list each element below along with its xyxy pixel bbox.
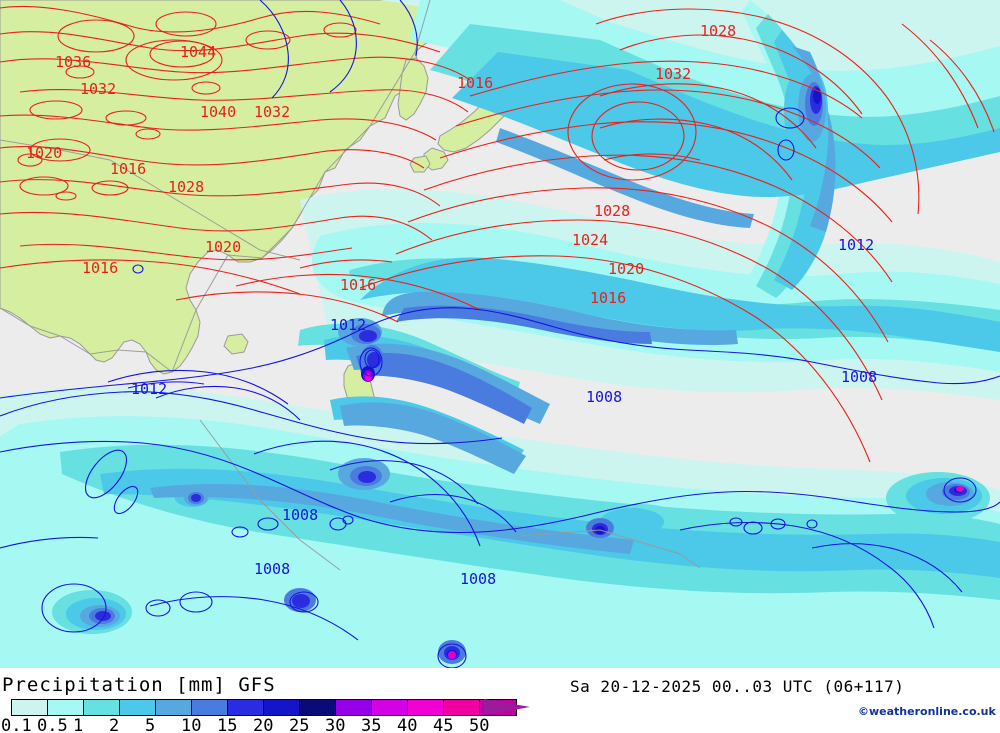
legend-tick-45: 45 (433, 716, 454, 733)
legend-tick-50: 50 (469, 716, 490, 733)
legend-swatch-45 (444, 700, 480, 715)
legend-tick-2: 2 (109, 716, 120, 733)
isobar-label-1020-16: 1020 (608, 260, 645, 278)
legend-swatch-10 (192, 700, 228, 715)
isobar-label-1020-8: 1020 (205, 238, 242, 256)
legend-tick-labels: 0.1 0.5 1 2 5 10 15 20 25 30 35 40 45 50 (1, 716, 517, 733)
legend-swatch-0.5 (48, 700, 84, 715)
legend-tick-1: 1 (73, 716, 84, 733)
legend-swatch-0.1 (12, 700, 48, 715)
legend-swatch-2 (120, 700, 156, 715)
isobar-label-1008-22: 1008 (841, 368, 878, 386)
legend-tick-0.1: 0.1 (1, 716, 32, 733)
legend-swatch-15 (228, 700, 264, 715)
legend-tick-20: 20 (253, 716, 274, 733)
legend-overflow-arrow (484, 699, 530, 715)
legend-tick-10: 10 (181, 716, 202, 733)
isobar-low-group (0, 0, 1000, 668)
legend-swatch-25 (300, 700, 336, 715)
legend-swatch-20 (264, 700, 300, 715)
legend-tick-0.5: 0.5 (37, 716, 68, 733)
chart-title: Precipitation [mm] GFS (2, 674, 276, 696)
coastline-overlay (0, 0, 701, 571)
isobar-label-1032-4: 1032 (254, 103, 291, 121)
isobar-label-1012-19: 1012 (330, 316, 367, 334)
isobar-label-1020-5: 1020 (26, 144, 63, 162)
isobar-label-1036-0: 1036 (55, 53, 92, 71)
legend-tick-40: 40 (397, 716, 418, 733)
precipitation-legend: 0.1 0.5 1 2 5 10 15 20 25 30 35 40 45 50 (1, 699, 517, 733)
isobar-label-1016-9: 1016 (82, 259, 119, 277)
legend-tick-30: 30 (325, 716, 346, 733)
isobar-label-1012-20: 1012 (838, 236, 875, 254)
legend-tick-5: 5 (145, 716, 156, 733)
copyright-credit: ©weatheronline.co.uk (858, 705, 996, 718)
isobar-label-1032-13: 1032 (655, 65, 692, 83)
legend-tick-35: 35 (361, 716, 382, 733)
isobar-label-1028-7: 1028 (168, 178, 205, 196)
isobar-label-1044-1: 1044 (180, 43, 217, 61)
map-graphics (0, 0, 1000, 668)
isobar-label-1040-3: 1040 (200, 103, 237, 121)
isobar-label-1008-21: 1008 (586, 388, 623, 406)
isobar-label-1016-17: 1016 (590, 289, 627, 307)
isobar-label-1008-25: 1008 (460, 570, 497, 588)
isobar-label-1028-14: 1028 (594, 202, 631, 220)
isobar-label-1024-15: 1024 (572, 231, 609, 249)
legend-swatch-40 (408, 700, 444, 715)
isobar-high-group (0, 5, 995, 463)
isobar-label-1016-11: 1016 (457, 74, 494, 92)
isobar-label-1008-24: 1008 (254, 560, 291, 578)
legend-swatch-1 (84, 700, 120, 715)
forecast-datetime: Sa 20-12-2025 00..03 UTC (06+117) (570, 677, 905, 696)
isobar-label-1016-6: 1016 (110, 160, 147, 178)
isobar-label-1028-12: 1028 (700, 22, 737, 40)
isobar-label-1012-18: 1012 (131, 380, 168, 398)
legend-color-bar (11, 699, 517, 716)
legend-swatch-35 (372, 700, 408, 715)
footer: Precipitation [mm] GFS Sa 20-12-2025 00.… (0, 668, 1000, 733)
legend-tick-15: 15 (217, 716, 238, 733)
legend-tick-25: 25 (289, 716, 310, 733)
map-canvas[interactable]: 1036 1044 1032 1040 1032 1020 1016 1028 1020 1016… (0, 0, 1000, 668)
legend-swatch-5 (156, 700, 192, 715)
isobar-label-1032-2: 1032 (80, 80, 117, 98)
isobar-label-1008-23: 1008 (282, 506, 319, 524)
isobar-label-1016-10: 1016 (340, 276, 377, 294)
legend-swatch-30 (336, 700, 372, 715)
